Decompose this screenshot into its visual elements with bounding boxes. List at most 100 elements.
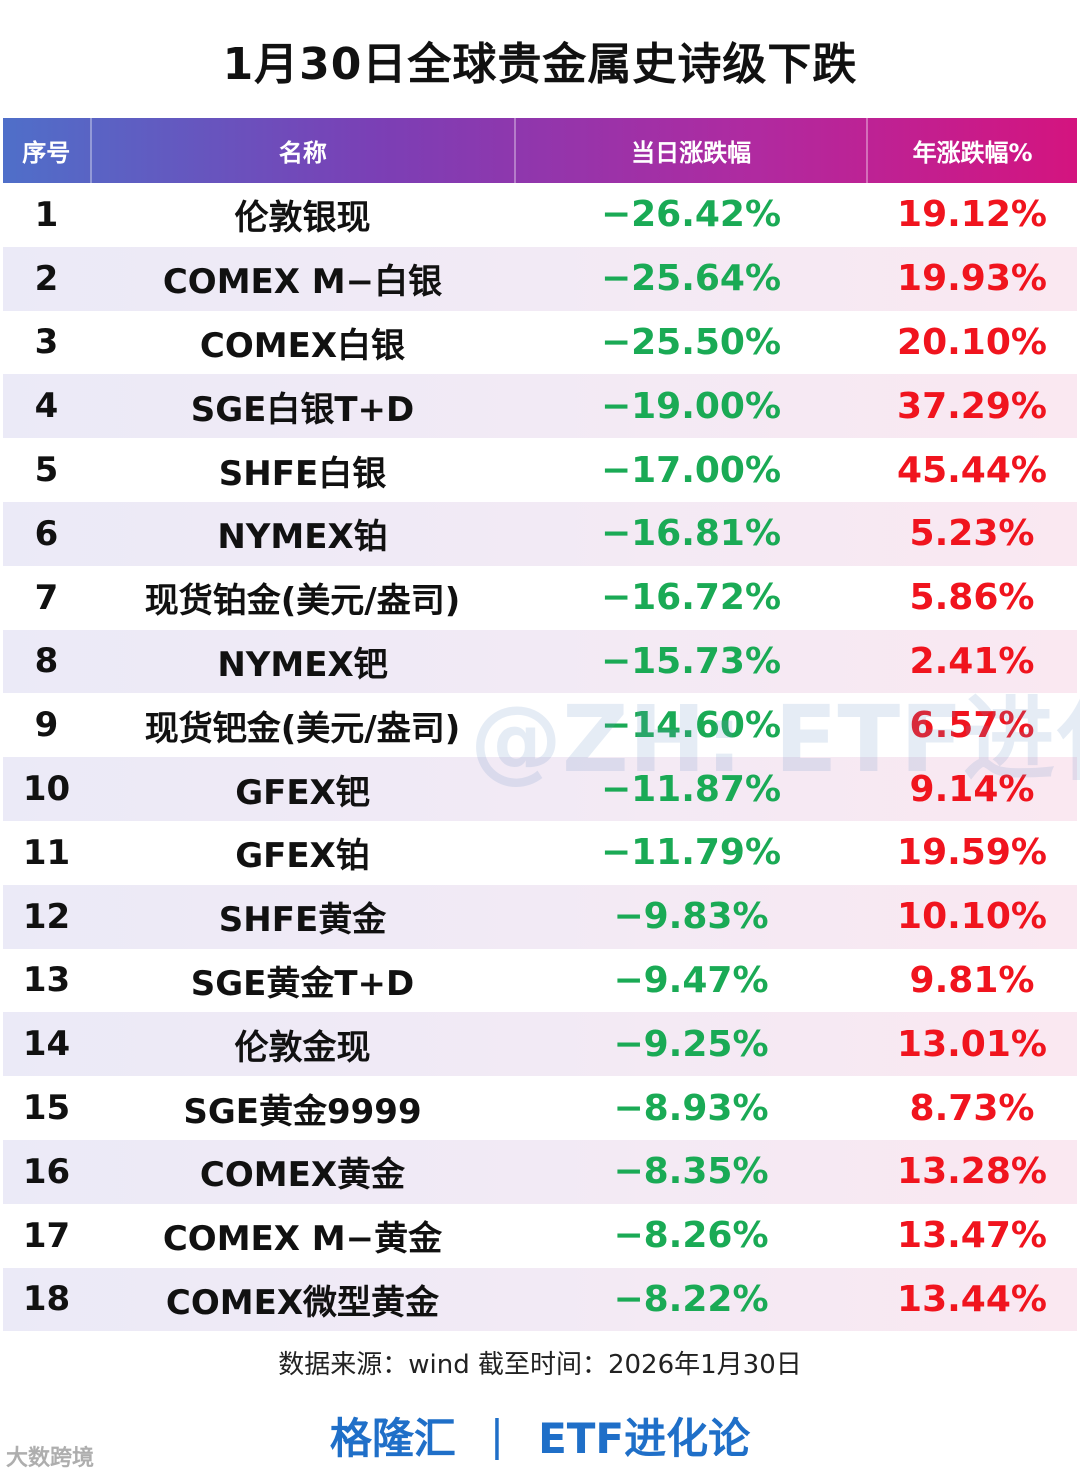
row-name: COMEX M−黄金 (162, 1219, 443, 1260)
row-year-change: 6.57% (909, 704, 1035, 746)
row-index: 2 (34, 258, 59, 299)
row-index: 6 (34, 513, 59, 554)
table-row: 14 伦敦金现 −9.25% 13.01% (3, 1012, 1077, 1077)
table-row: 8 NYMEX钯 −15.73% 2.41% (3, 629, 1077, 694)
row-day-change: −8.93% (613, 1087, 769, 1129)
row-name: NYMEX铂 (217, 517, 388, 558)
row-index: 1 (34, 194, 59, 235)
row-day-change: −26.42% (600, 194, 782, 236)
row-index: 13 (22, 960, 71, 1001)
footer-right-brand: ETF进化论 (538, 1413, 751, 1463)
row-day-change: −11.87% (600, 768, 782, 810)
row-index: 15 (22, 1088, 71, 1129)
table-row: 16 COMEX黄金 −8.35% 13.28% (3, 1139, 1077, 1204)
row-index: 3 (34, 322, 59, 363)
header-name: 名称 (92, 118, 517, 183)
row-day-change: −15.73% (600, 640, 782, 682)
row-year-change: 13.01% (897, 1023, 1047, 1065)
row-name: COMEX M−白银 (162, 262, 443, 303)
row-year-change: 19.93% (897, 258, 1047, 300)
header-day-change: 当日涨跌幅 (516, 118, 869, 183)
row-index: 16 (22, 1151, 71, 1192)
row-day-change: −16.81% (600, 513, 782, 555)
row-index: 10 (22, 769, 71, 810)
row-name: SHFE黄金 (218, 900, 387, 941)
row-year-change: 37.29% (897, 385, 1047, 427)
table-row: 15 SGE黄金9999 −8.93% 8.73% (3, 1076, 1077, 1140)
row-index: 4 (34, 386, 59, 427)
footer-separator: | (489, 1410, 505, 1460)
table-row: 10 GFEX钯 −11.87% 9.14% (3, 757, 1077, 821)
row-day-change: −14.60% (600, 704, 782, 746)
header-year-change: 年涨跌幅% (912, 139, 1033, 167)
table-row: 1 伦敦银现 −26.42% 19.12% (3, 183, 1077, 247)
table-row: 4 SGE白银T+D −19.00% 37.29% (3, 374, 1077, 439)
table-row: 5 SHFE白银 −17.00% 45.44% (3, 438, 1077, 502)
row-name: 现货铂金(美元/盎司) (144, 581, 461, 622)
row-index: 7 (34, 577, 59, 618)
row-name: COMEX白银 (199, 325, 406, 366)
table-row: 6 NYMEX铂 −16.81% 5.23% (3, 501, 1077, 566)
row-name: 伦敦银现 (234, 198, 371, 239)
row-index: 11 (22, 832, 71, 873)
row-day-change: −9.83% (613, 896, 769, 938)
table-header: 序号 名称 当日涨跌幅 年涨跌幅% (3, 118, 1077, 183)
source-note: 数据来源：wind 截至时间：2026年1月30日 (278, 1350, 802, 1380)
table-row: 3 COMEX白银 −25.50% 20.10% (3, 310, 1077, 375)
footer-brand: 格隆汇 | ETF进化论 (0, 1405, 1080, 1465)
brand-mark: 大数跨境 (6, 1446, 95, 1471)
table-row: 13 SGE黄金T+D −9.47% 9.81% (3, 948, 1077, 1013)
row-year-change: 45.44% (897, 449, 1047, 491)
row-day-change: −8.26% (613, 1215, 769, 1257)
row-day-change: −19.00% (600, 385, 782, 427)
row-index: 17 (22, 1215, 71, 1256)
row-index: 14 (22, 1024, 71, 1065)
row-index: 8 (34, 641, 59, 682)
row-year-change: 5.86% (909, 577, 1035, 619)
row-day-change: −11.79% (600, 832, 782, 874)
row-year-change: 8.73% (909, 1087, 1035, 1129)
row-day-change: −9.25% (613, 1023, 769, 1065)
row-name: SGE黄金9999 (183, 1091, 422, 1132)
data-table: 序号 名称 当日涨跌幅 年涨跌幅% 1 伦敦银现 −26.42% 19.12% 2 COM… (3, 118, 1077, 1332)
row-index: 18 (22, 1279, 71, 1320)
table-row: 12 SHFE黄金 −9.83% 10.10% (3, 884, 1077, 949)
row-year-change: 13.44% (897, 1278, 1047, 1320)
row-name: COMEX微型黄金 (165, 1282, 440, 1323)
row-day-change: −9.47% (613, 959, 769, 1001)
row-year-change: 13.28% (897, 1151, 1047, 1193)
row-day-change: −16.72% (600, 577, 782, 619)
row-name: SGE白银T+D (190, 389, 415, 430)
page-title: 1月30日全球贵金属史诗级下跌 (222, 39, 858, 90)
row-year-change: 2.41% (909, 640, 1035, 682)
row-year-change: 9.81% (909, 959, 1035, 1001)
row-day-change: −25.64% (600, 258, 782, 300)
footer-left-brand: 格隆汇 (329, 1413, 456, 1463)
row-day-change: −8.35% (613, 1151, 769, 1193)
row-name: SHFE白银 (218, 453, 387, 494)
row-index: 12 (22, 896, 71, 937)
table-row: 2 COMEX M−白银 −25.64% 19.93% (3, 246, 1077, 311)
row-day-change: −25.50% (600, 321, 782, 363)
table-row: 17 COMEX M−黄金 −8.26% 13.47% (3, 1203, 1077, 1268)
table-body: 1 伦敦银现 −26.42% 19.12% 2 COMEX M−白银 −25.64% 19.9… (3, 183, 1077, 1332)
row-index: 9 (34, 705, 59, 746)
row-name: COMEX黄金 (199, 1155, 406, 1196)
row-year-change: 20.10% (897, 321, 1047, 363)
table-row: 7 现货铂金(美元/盎司) −16.72% 5.86% (3, 565, 1077, 630)
row-name: SGE黄金T+D (190, 963, 415, 1004)
row-name: NYMEX钯 (217, 644, 388, 685)
row-year-change: 13.47% (897, 1215, 1047, 1257)
row-day-change: −8.22% (613, 1278, 769, 1320)
table-row: 18 COMEX微型黄金 −8.22% 13.44% (3, 1267, 1077, 1332)
header-index: 序号 (3, 118, 92, 183)
table-row: 9 现货钯金(美元/盎司) −14.60% 6.57% (3, 693, 1077, 758)
row-day-change: −17.00% (600, 449, 782, 491)
row-year-change: 5.23% (909, 513, 1035, 555)
row-year-change: 19.12% (897, 194, 1047, 236)
row-name: 伦敦金现 (234, 1027, 371, 1068)
row-name: GFEX钯 (235, 772, 370, 813)
row-name: 现货钯金(美元/盎司) (144, 708, 461, 749)
row-year-change: 10.10% (897, 896, 1047, 938)
row-year-change: 19.59% (897, 832, 1047, 874)
